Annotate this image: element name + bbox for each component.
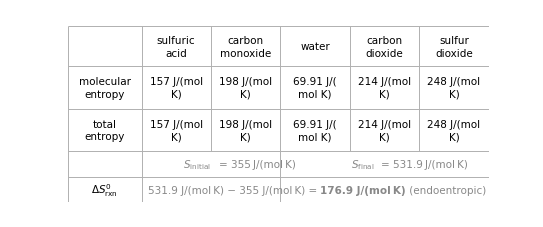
Text: 176.9 J/(mol K): 176.9 J/(mol K) — [320, 185, 406, 195]
Text: $\Delta S^0_{\rm rxn}$: $\Delta S^0_{\rm rxn}$ — [91, 181, 118, 198]
Text: $S_{\rm initial}$: $S_{\rm initial}$ — [183, 158, 211, 171]
Text: carbon
dioxide: carbon dioxide — [365, 36, 403, 58]
Text: carbon
monoxide: carbon monoxide — [220, 36, 272, 58]
Text: = 531.9 J/(mol K): = 531.9 J/(mol K) — [381, 160, 468, 169]
Text: $S_{\rm final}$: $S_{\rm final}$ — [351, 158, 375, 171]
Text: 198 J/(mol
K): 198 J/(mol K) — [219, 119, 272, 141]
Text: total
entropy: total entropy — [85, 119, 125, 141]
Text: 69.91 J/(
mol K): 69.91 J/( mol K) — [293, 77, 337, 99]
Text: = 355 J/(mol K): = 355 J/(mol K) — [219, 160, 295, 169]
Text: (endoentropic): (endoentropic) — [406, 185, 486, 195]
Text: sulfuric
acid: sulfuric acid — [157, 36, 195, 58]
Text: water: water — [300, 42, 330, 52]
Text: 157 J/(mol
K): 157 J/(mol K) — [150, 119, 203, 141]
Text: 531.9 J/(mol K) − 355 J/(mol K) =: 531.9 J/(mol K) − 355 J/(mol K) = — [148, 185, 320, 195]
Text: 198 J/(mol
K): 198 J/(mol K) — [219, 77, 272, 99]
Text: molecular
entropy: molecular entropy — [79, 77, 131, 99]
Text: 248 J/(mol
K): 248 J/(mol K) — [427, 77, 481, 99]
Text: 214 J/(mol
K): 214 J/(mol K) — [358, 77, 411, 99]
Text: 214 J/(mol
K): 214 J/(mol K) — [358, 119, 411, 141]
Text: sulfur
dioxide: sulfur dioxide — [435, 36, 473, 58]
Text: 69.91 J/(
mol K): 69.91 J/( mol K) — [293, 119, 337, 141]
Text: 248 J/(mol
K): 248 J/(mol K) — [427, 119, 481, 141]
Text: 157 J/(mol
K): 157 J/(mol K) — [150, 77, 203, 99]
